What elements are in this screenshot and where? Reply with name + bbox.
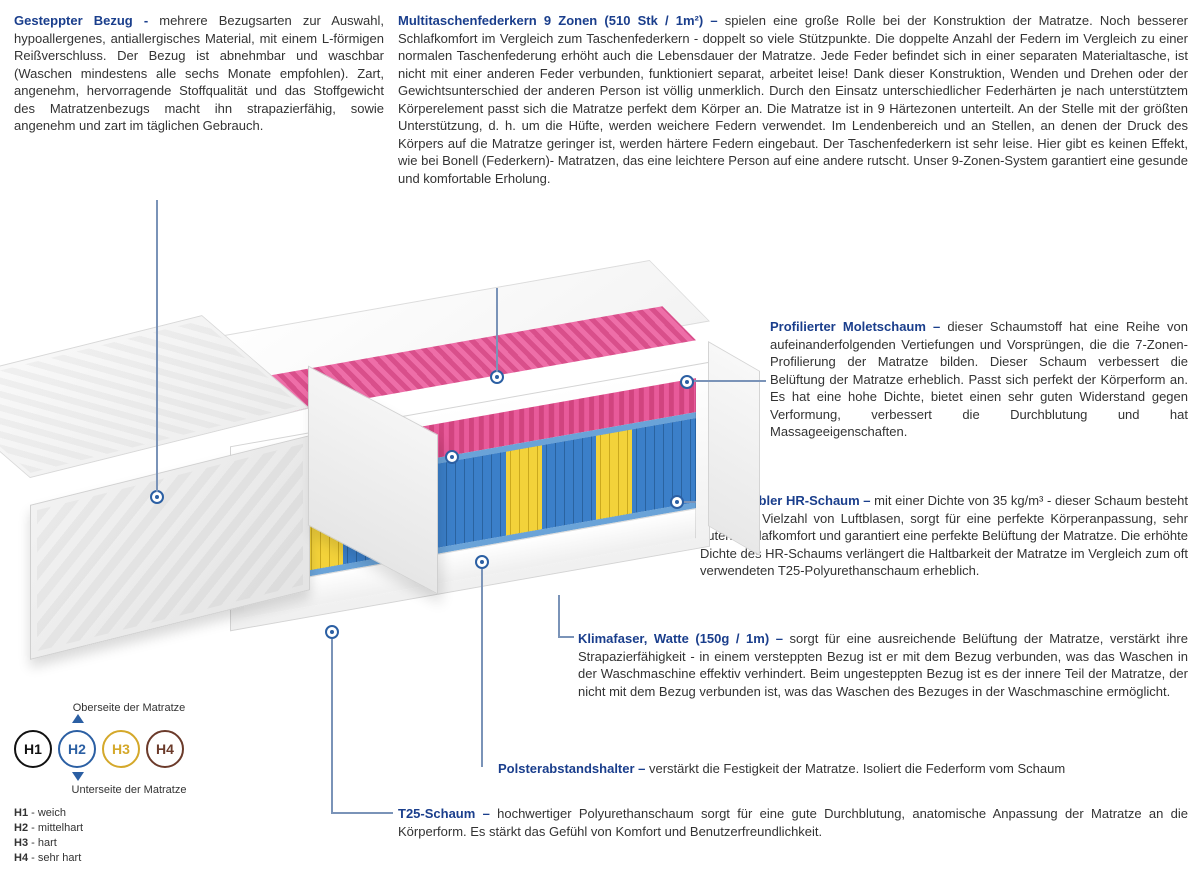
section-t25-title: T25-Schaum – — [398, 806, 497, 821]
firmness-legend: Oberseite der Matratze H1H2H3H4 Untersei… — [14, 700, 244, 865]
firmness-circle: H4 — [146, 730, 184, 768]
section-molet: Profilierter Moletschaum – dieser Schaum… — [770, 318, 1188, 441]
legend-top-label: Oberseite der Matratze — [14, 702, 244, 714]
spring-zone — [632, 418, 695, 513]
firmness-list-item: H4 - sehr hart — [14, 851, 244, 866]
firmness-list-item: H1 - weich — [14, 806, 244, 821]
callout-line-polster — [481, 569, 483, 767]
callout-line-springs — [496, 288, 498, 372]
callout-dot-cover — [150, 490, 164, 504]
callout-line-t25-v — [331, 639, 333, 814]
section-polster: Polsterabstandshalter – verstärkt die Fe… — [498, 760, 1188, 778]
callout-dot-klima — [445, 450, 459, 464]
callout-line-t25-h — [331, 812, 393, 814]
section-polster-title: Polsterabstandshalter – — [498, 761, 649, 776]
spring-zone — [542, 436, 596, 530]
callout-dot-t25 — [325, 625, 339, 639]
section-molet-text: dieser Schaumstoff hat eine Reihe von au… — [770, 319, 1188, 439]
firmness-circle: H2 — [58, 730, 96, 768]
callout-dot-molet — [680, 375, 694, 389]
firmness-circle: H1 — [14, 730, 52, 768]
section-springs-text: spielen eine große Rolle bei der Konstru… — [398, 13, 1188, 186]
callout-line-cover — [156, 200, 158, 492]
firmness-list: H1 - weichH2 - mittelhartH3 - hartH4 - s… — [14, 806, 244, 865]
mattress-base-front — [708, 341, 760, 556]
spring-zone — [506, 445, 542, 535]
firmness-list-item: H2 - mittelhart — [14, 821, 244, 836]
callout-dot-polster — [475, 555, 489, 569]
callout-line-hr — [684, 501, 696, 503]
callout-dot-hr — [670, 495, 684, 509]
legend-bottom-label: Unterseite der Matratze — [14, 784, 244, 796]
section-t25: T25-Schaum – hochwertiger Polyurethansch… — [398, 805, 1188, 840]
section-cover: Gesteppter Bezug - mehrere Bezugsarten z… — [14, 12, 384, 135]
firmness-circle: H3 — [102, 730, 140, 768]
section-springs: Multitaschenfederkern 9 Zonen (510 Stk /… — [398, 12, 1188, 187]
callout-line-molet — [694, 380, 766, 382]
callout-line-klima-v — [558, 595, 560, 637]
mattress-illustration — [30, 300, 750, 660]
section-cover-text: mehrere Bezugsarten zur Auswahl, hypoall… — [14, 13, 384, 133]
callout-line-klima-h — [558, 636, 574, 638]
spring-zone — [433, 452, 505, 549]
spring-zone — [596, 429, 632, 519]
arrow-down-icon — [72, 770, 84, 781]
arrow-up-icon — [72, 714, 84, 723]
callout-dot-springs — [490, 370, 504, 384]
section-hr: Hochflexibler HR-Schaum – mit einer Dich… — [700, 492, 1188, 580]
section-molet-title: Profilierter Moletschaum – — [770, 319, 947, 334]
section-springs-title: Multitaschenfederkern 9 Zonen (510 Stk /… — [398, 13, 725, 28]
section-cover-title: Gesteppter Bezug - — [14, 13, 159, 28]
firmness-circles: H1H2H3H4 — [14, 730, 244, 768]
section-t25-text: hochwertiger Polyurethanschaum sorgt für… — [398, 806, 1188, 839]
firmness-list-item: H3 - hart — [14, 836, 244, 851]
mattress-cover-side — [30, 435, 310, 660]
section-polster-text: verstärkt die Festigkeit der Matratze. I… — [649, 761, 1065, 776]
